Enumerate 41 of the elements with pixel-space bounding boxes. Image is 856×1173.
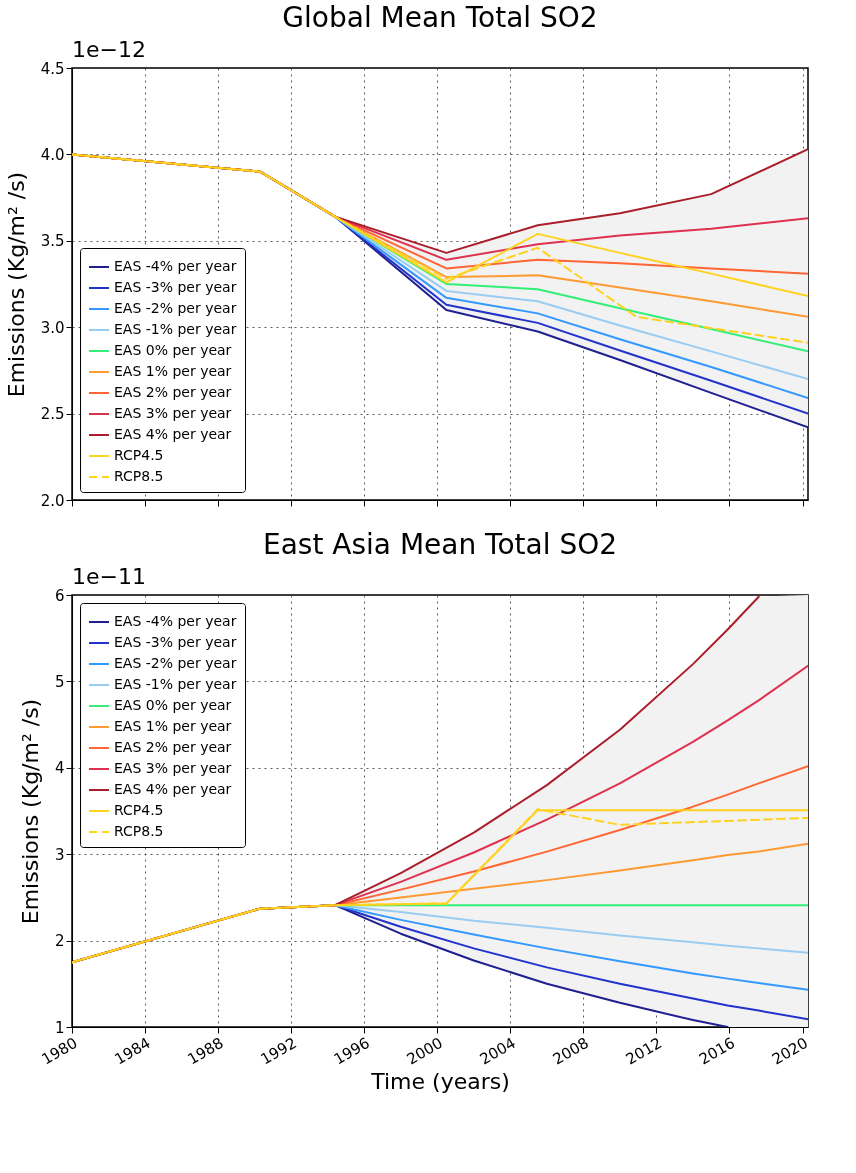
legend-label: RCP4.5 (114, 447, 164, 463)
y-tick-label: 2.5 (40, 405, 65, 424)
legend-label: EAS 1% per year (114, 718, 232, 734)
legend-label: EAS -1% per year (114, 676, 237, 692)
y-tick-label: 6 (54, 586, 65, 605)
y-tick-label: 5 (54, 672, 65, 691)
y-axis-title: Emissions (Kg/m² /s) (17, 698, 43, 925)
text: 1e−11 (72, 564, 146, 589)
legend-label: EAS -4% per year (114, 258, 237, 274)
legend-label: EAS 4% per year (114, 426, 232, 442)
legend-label: EAS -2% per year (114, 300, 237, 316)
legend-label: RCP4.5 (114, 802, 164, 818)
legend-label: EAS 2% per year (114, 739, 232, 755)
legend-label: EAS -4% per year (114, 613, 237, 629)
y-tick-label: 4.5 (40, 59, 65, 78)
legend-label: EAS 0% per year (114, 697, 232, 713)
y-tick-label: 3.0 (40, 318, 65, 337)
y-tick-label: 1 (54, 1018, 65, 1037)
y-axis-title: Emissions (Kg/m² /s) (3, 171, 29, 398)
legend-label: EAS -3% per year (114, 279, 237, 295)
y-tick-label: 4.0 (40, 145, 65, 164)
legend-label: EAS 1% per year (114, 363, 232, 379)
legend-label: EAS 0% per year (114, 342, 232, 358)
legend-label: EAS 2% per year (114, 384, 232, 400)
legend-label: EAS 3% per year (114, 405, 232, 421)
legend-label: EAS -2% per year (114, 655, 237, 671)
legend-label: RCP8.5 (114, 468, 164, 484)
legend-label: EAS -1% per year (114, 321, 237, 337)
legend-label: RCP8.5 (114, 823, 164, 839)
y-tick-label: 3.5 (40, 232, 65, 251)
text: 1e−12 (72, 37, 146, 62)
y-tick-label: 4 (54, 759, 65, 778)
chart-title: Global Mean Total SO2 (282, 1, 598, 34)
y-tick-label: 2.0 (40, 491, 65, 510)
legend-label: EAS 3% per year (114, 760, 232, 776)
legend-label: EAS 4% per year (114, 781, 232, 797)
y-tick-label: 2 (54, 932, 65, 951)
y-tick-label: 3 (54, 845, 65, 864)
x-axis-title: Time (years) (370, 1068, 510, 1094)
legend-label: EAS -3% per year (114, 634, 237, 650)
chart-title: East Asia Mean Total SO2 (262, 528, 618, 561)
